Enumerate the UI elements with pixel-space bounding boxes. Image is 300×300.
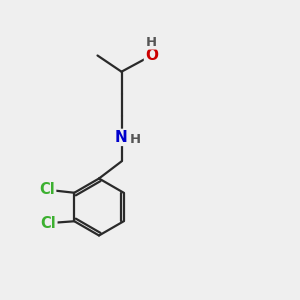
- Text: Cl: Cl: [39, 182, 55, 197]
- Text: H: H: [146, 35, 157, 49]
- Text: Cl: Cl: [40, 216, 56, 231]
- Text: N: N: [115, 130, 128, 145]
- Text: H: H: [129, 133, 141, 146]
- Text: O: O: [145, 48, 158, 63]
